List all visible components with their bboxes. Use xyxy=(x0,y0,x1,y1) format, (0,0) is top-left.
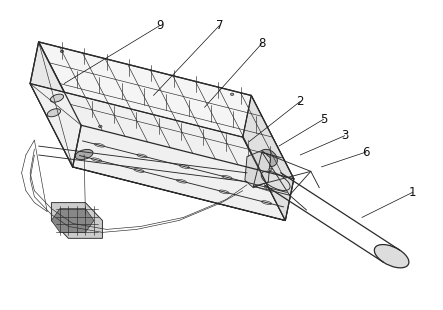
Polygon shape xyxy=(51,209,94,232)
Ellipse shape xyxy=(374,245,409,268)
Ellipse shape xyxy=(60,50,64,53)
Polygon shape xyxy=(39,42,294,179)
Text: 7: 7 xyxy=(216,19,223,32)
Text: 9: 9 xyxy=(156,19,163,32)
Polygon shape xyxy=(30,42,81,167)
Text: 2: 2 xyxy=(296,95,304,108)
Ellipse shape xyxy=(99,125,102,128)
Text: 6: 6 xyxy=(362,145,370,158)
Ellipse shape xyxy=(47,109,61,117)
Text: 3: 3 xyxy=(341,129,349,142)
Ellipse shape xyxy=(259,149,277,166)
Polygon shape xyxy=(30,84,285,220)
Text: 1: 1 xyxy=(409,186,416,199)
Polygon shape xyxy=(243,95,294,220)
Polygon shape xyxy=(51,203,102,238)
Polygon shape xyxy=(73,125,294,220)
Ellipse shape xyxy=(75,149,93,160)
Ellipse shape xyxy=(50,94,64,102)
Ellipse shape xyxy=(269,168,272,170)
Text: 8: 8 xyxy=(258,37,266,50)
Polygon shape xyxy=(245,151,270,188)
Ellipse shape xyxy=(230,93,234,95)
Text: 5: 5 xyxy=(320,113,327,126)
